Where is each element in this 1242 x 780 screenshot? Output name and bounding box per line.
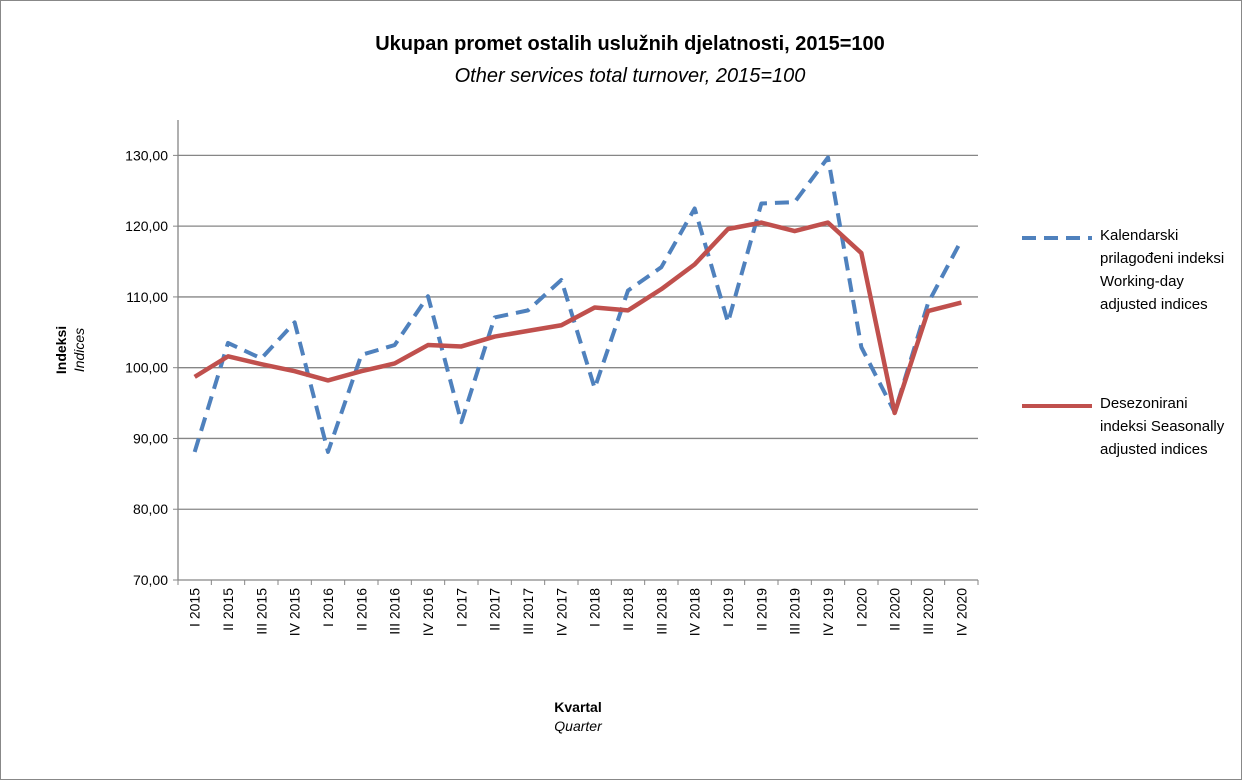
x-tick-label: I 2020 [853,588,869,627]
x-tick-label: III 2019 [787,588,803,635]
x-tick-label: III 2016 [387,588,403,635]
y-subtitle: Indices [71,328,87,372]
x-tick-label: II 2015 [220,588,236,631]
x-tick-label: III 2017 [520,588,536,635]
x-tick-label: II 2018 [620,588,636,631]
y-tick-label: 80,00 [133,501,168,517]
y-tick-label: 130,00 [125,147,168,163]
y-tick-label: 110,00 [126,289,168,305]
legend-label: Desezonirani indeksi Seasonally adjusted… [1100,395,1225,458]
x-tick-label: I 2019 [720,588,736,627]
line-series [193,220,962,416]
chart-title: Ukupan promet ostalih uslužnih djelatnos… [375,33,885,55]
y-tick-label: 100,00 [125,360,168,376]
x-tick-label: I 2017 [453,588,469,627]
x-tick-label: IV 2020 [953,588,969,636]
x-tick-label: IV 2017 [553,588,569,636]
x-tick-label: II 2017 [487,588,503,631]
y-title: Indeksi [53,326,69,374]
line-series [192,155,964,454]
x-tick-label: I 2015 [187,588,203,627]
x-tick-label: III 2015 [253,588,269,635]
x-tick-label: III 2018 [653,588,669,635]
x-tick-label: IV 2018 [687,588,703,636]
x-tick-label: III 2020 [920,588,936,635]
x-tick-label: II 2016 [353,588,369,631]
x-subtitle: Quarter [554,718,603,734]
x-title: Kvartal [554,699,601,715]
x-tick-label: I 2018 [587,588,603,627]
y-tick-label: 120,00 [125,218,168,234]
chart-subtitle: Other services total turnover, 2015=100 [455,65,806,87]
x-tick-label: II 2019 [753,588,769,631]
x-tick-label: IV 2015 [287,588,303,636]
x-tick-label: I 2016 [320,588,336,627]
legend-label: Kalendarski prilagođeni indeksi Working-… [1100,227,1225,313]
x-tick-label: II 2020 [887,588,903,631]
y-tick-label: 90,00 [133,430,168,446]
y-tick-label: 70,00 [133,572,168,588]
x-tick-label: IV 2016 [420,588,436,636]
x-tick-label: IV 2019 [820,588,836,636]
